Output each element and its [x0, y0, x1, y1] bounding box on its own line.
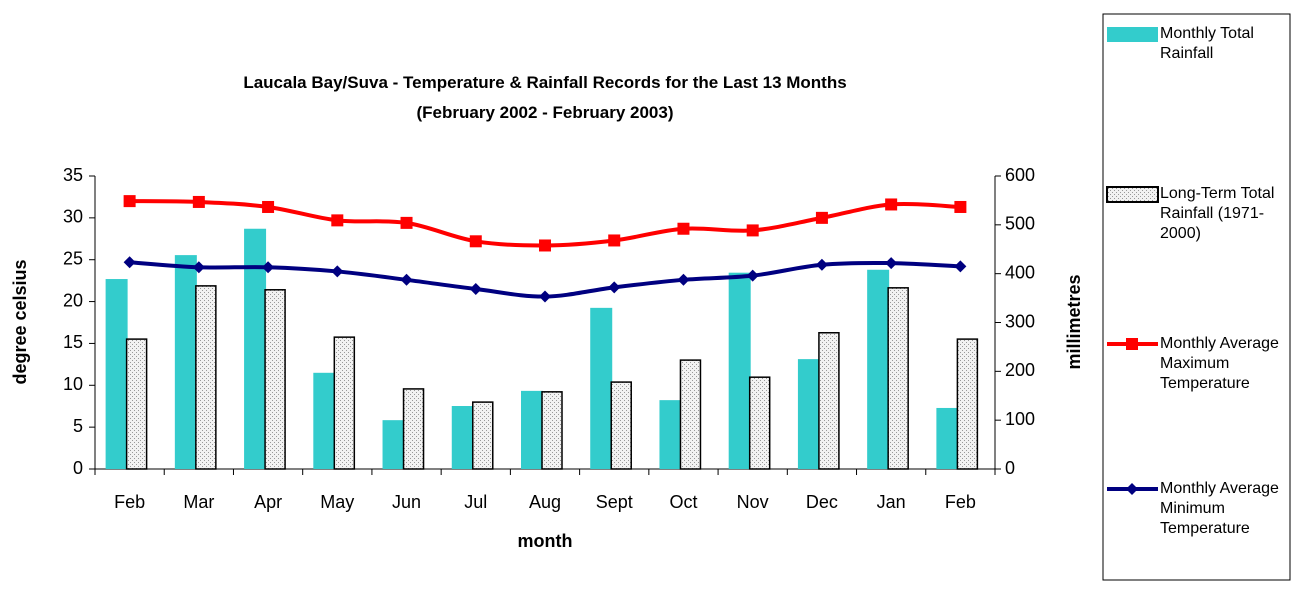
marker — [123, 195, 136, 208]
x-tick-label: Mar — [183, 492, 214, 512]
legend-label: Monthly Total Rainfall — [1160, 25, 1254, 62]
bar — [174, 255, 197, 469]
bar — [541, 391, 563, 470]
bar — [313, 372, 336, 469]
bar — [264, 289, 286, 470]
marker — [469, 235, 482, 248]
marker — [400, 216, 413, 229]
legend-marker — [1126, 483, 1138, 495]
marker — [192, 261, 205, 274]
bar — [125, 338, 148, 470]
marker — [815, 258, 828, 271]
y2-tick-label: 400 — [1005, 262, 1035, 282]
legend-box — [1102, 13, 1291, 581]
marker — [885, 257, 898, 270]
x-tick-label: Jan — [877, 492, 906, 512]
y-tick-label: 10 — [63, 374, 83, 394]
y2-tick-label: 200 — [1005, 360, 1035, 380]
marker — [608, 281, 621, 294]
legend-label: Monthly Average Minimum Temperature — [1160, 480, 1279, 537]
bar — [610, 381, 632, 470]
bar — [728, 272, 751, 469]
marker — [400, 273, 413, 286]
legend-label: Monthly Average Maximum Temperature — [1160, 335, 1279, 392]
y-tick-label: 0 — [73, 458, 83, 478]
marker — [954, 200, 967, 213]
legend-marker — [1126, 338, 1138, 350]
x-tick-label: Oct — [669, 492, 697, 512]
bar — [244, 228, 267, 469]
bar — [402, 388, 425, 470]
marker — [815, 211, 828, 224]
marker — [123, 256, 136, 269]
marker — [746, 224, 759, 237]
bar — [333, 336, 356, 470]
bar — [797, 359, 820, 469]
x-tick-label: Dec — [806, 492, 838, 512]
y-tick-label: 25 — [63, 248, 83, 268]
marker — [539, 239, 551, 252]
x-tick-label: Aug — [529, 492, 561, 512]
marker — [954, 260, 967, 273]
x-axis-label: month — [518, 531, 573, 551]
legend-label: Long-Term Total Rainfall (1971-2000) — [1160, 185, 1275, 242]
y2-tick-label: 0 — [1005, 458, 1015, 478]
x-tick-label: Jun — [392, 492, 421, 512]
bar — [818, 332, 840, 470]
bar — [867, 269, 890, 469]
bar — [679, 359, 702, 470]
y-tick-label: 15 — [63, 332, 83, 352]
y-tick-label: 30 — [63, 207, 83, 227]
chart-subtitle: (February 2002 - February 2003) — [416, 103, 673, 122]
y2-tick-label: 100 — [1005, 409, 1035, 429]
marker — [539, 290, 551, 303]
y-axis-label: degree celsius — [10, 259, 30, 384]
bar — [590, 307, 613, 469]
x-tick-label: Sept — [596, 492, 633, 512]
y2-tick-label: 300 — [1005, 311, 1035, 331]
marker — [677, 222, 690, 235]
marker — [331, 214, 344, 227]
y-tick-label: 35 — [63, 165, 83, 185]
marker — [746, 269, 759, 282]
bar — [382, 420, 405, 469]
legend-swatch — [1107, 27, 1158, 42]
marker — [608, 234, 621, 247]
marker — [262, 200, 275, 213]
bar — [472, 401, 494, 470]
bar — [956, 338, 979, 470]
x-tick-label: Feb — [114, 492, 145, 512]
bar — [748, 376, 771, 470]
bar — [936, 407, 959, 469]
bar — [195, 285, 217, 470]
marker — [677, 273, 690, 286]
chart-title: Laucala Bay/Suva - Temperature & Rainfal… — [243, 73, 846, 92]
marker — [885, 198, 898, 211]
y2-tick-label: 500 — [1005, 214, 1035, 234]
marker — [192, 195, 205, 208]
bar — [451, 406, 474, 469]
bar — [659, 400, 682, 469]
x-tick-label: Feb — [945, 492, 976, 512]
marker — [262, 261, 275, 274]
y2-tick-label: 600 — [1005, 165, 1035, 185]
y-tick-label: 5 — [73, 416, 83, 436]
x-tick-label: May — [320, 492, 354, 512]
bar — [105, 279, 128, 469]
marker — [469, 283, 482, 296]
x-tick-label: Jul — [464, 492, 487, 512]
y2-axis-label: millimetres — [1064, 274, 1084, 369]
bar — [521, 390, 543, 469]
x-tick-label: Apr — [254, 492, 282, 512]
bar — [887, 287, 909, 470]
y-tick-label: 20 — [63, 290, 83, 310]
x-tick-label: Nov — [737, 492, 769, 512]
marker — [331, 265, 344, 278]
legend-swatch — [1106, 186, 1159, 203]
